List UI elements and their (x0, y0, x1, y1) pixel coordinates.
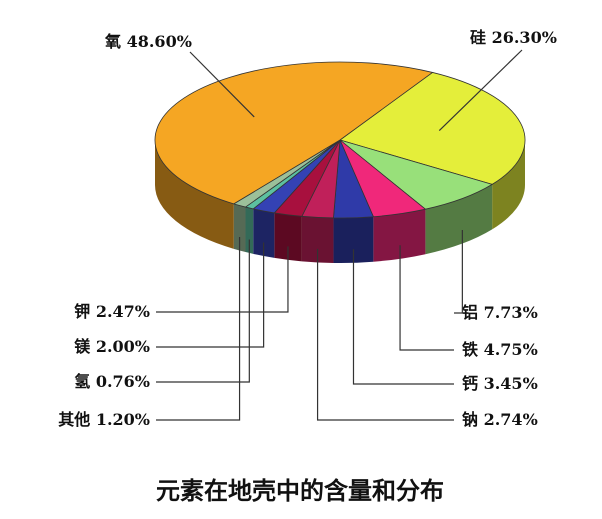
leader-line (189, 51, 255, 118)
value-label: 26.30% (492, 28, 557, 47)
leader-line (454, 230, 463, 314)
slice (339, 72, 526, 185)
category-label: 钙 (462, 374, 478, 393)
slice (154, 61, 434, 205)
category-label: 钾 (74, 302, 90, 321)
slice-side (425, 184, 493, 255)
category-label: 硅 (470, 28, 486, 47)
slice-label: 钠 2.74% (462, 410, 538, 429)
category-label: 钠 (462, 410, 478, 429)
leader-line (316, 248, 454, 421)
slice-side (373, 209, 426, 262)
slice-side (245, 207, 254, 254)
slice-side (333, 216, 374, 263)
value-label: 2.74% (484, 410, 538, 429)
slice-side (492, 140, 525, 230)
value-label: 48.60% (127, 32, 192, 51)
slice-side (274, 212, 302, 262)
category-label: 铝 (462, 303, 478, 322)
slice-label: 镁 2.00% (74, 337, 150, 356)
category-label: 铁 (462, 340, 478, 359)
slice-side (253, 208, 275, 258)
category-label: 镁 (74, 337, 90, 356)
leader-line (438, 49, 523, 132)
slice-side (301, 216, 334, 263)
value-label: 4.75% (484, 340, 538, 359)
value-label: 7.73% (484, 303, 538, 322)
leader-line (352, 249, 454, 385)
slice-side (233, 203, 246, 253)
value-label: 1.20% (96, 410, 150, 429)
leader-line (399, 245, 454, 351)
slice-label: 其他 1.20% (58, 410, 150, 429)
slice-side (155, 140, 234, 249)
leader-line (156, 237, 241, 421)
pie-sides (155, 140, 525, 263)
category-label: 其他 (58, 410, 90, 429)
value-label: 2.47% (96, 302, 150, 321)
pie-tops (154, 61, 526, 219)
category-label: 氧 (104, 32, 121, 51)
value-label: 0.76% (96, 372, 150, 391)
slice-label: 钙 3.45% (462, 374, 538, 393)
value-label: 2.00% (96, 337, 150, 356)
slice-label: 铁 4.75% (462, 340, 538, 359)
slice-label: 氧 48.60% (104, 32, 192, 51)
slice-label: 硅 26.30% (470, 28, 557, 47)
slice-label: 氢 0.76% (74, 372, 150, 391)
slice-label: 铝 7.73% (462, 303, 538, 322)
leader-line (156, 242, 265, 348)
value-label: 3.45% (484, 374, 538, 393)
leader-line (156, 246, 289, 313)
chart-title: 元素在地壳中的含量和分布 (156, 477, 444, 505)
category-label: 氢 (74, 372, 90, 391)
slice-label: 钾 2.47% (74, 302, 150, 321)
leader-line (156, 239, 250, 383)
